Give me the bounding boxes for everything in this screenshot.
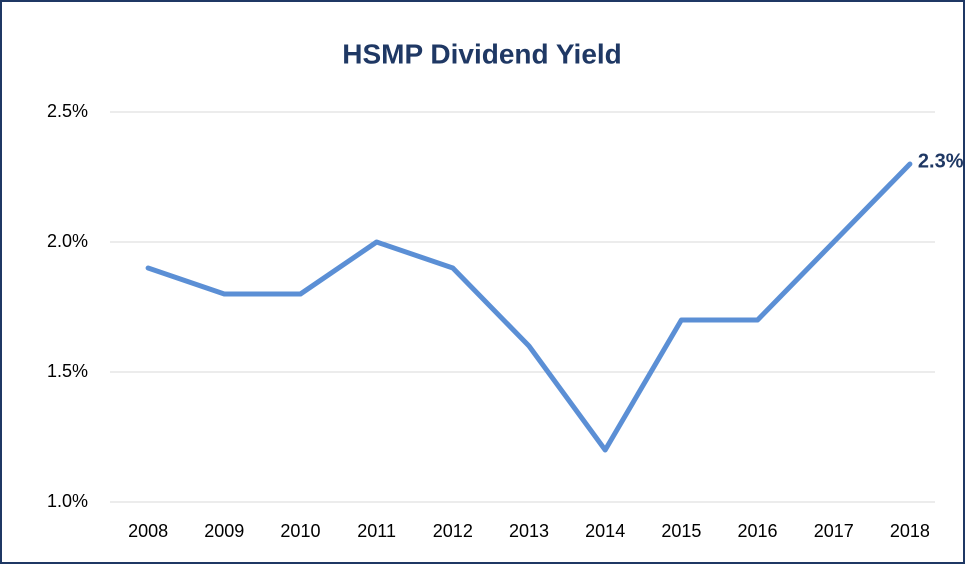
data-line xyxy=(145,161,913,453)
data-label: 2.3% xyxy=(918,150,964,172)
x-tick-label: 2018 xyxy=(890,521,930,541)
x-tick-label: 2008 xyxy=(128,521,168,541)
x-tick-label: 2017 xyxy=(814,521,854,541)
x-tick-label: 2012 xyxy=(433,521,473,541)
x-tick-label: 2015 xyxy=(661,521,701,541)
chart-title: HSMP Dividend Yield xyxy=(342,38,622,69)
x-tick-label: 2014 xyxy=(585,521,625,541)
x-tick-label: 2011 xyxy=(357,521,396,541)
y-tick-label: 1.0% xyxy=(47,491,88,511)
y-tick-label: 2.5% xyxy=(47,101,88,121)
y-tick-label: 2.0% xyxy=(47,231,88,251)
x-tick-label: 2010 xyxy=(280,521,320,541)
x-tick-label: 2009 xyxy=(204,521,244,541)
x-tick-label: 2016 xyxy=(738,521,778,541)
x-tick-label: 2013 xyxy=(509,521,549,541)
y-tick-label: 1.5% xyxy=(47,361,88,381)
